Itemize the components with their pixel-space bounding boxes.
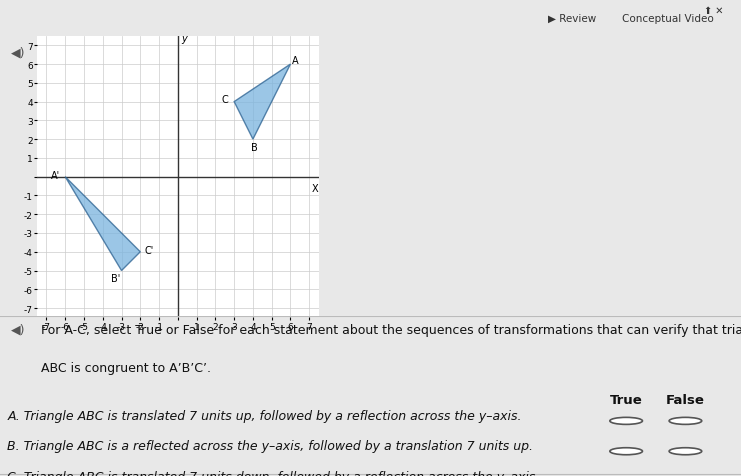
Polygon shape [65, 177, 140, 271]
Text: A': A' [51, 170, 60, 180]
Text: ◀): ◀) [11, 47, 26, 60]
Circle shape [669, 417, 702, 425]
Text: y: y [182, 34, 187, 44]
Text: X: X [311, 184, 318, 194]
Text: Consider this figure.: Consider this figure. [41, 47, 176, 60]
Circle shape [610, 448, 642, 455]
Text: A. Triangle ABC is translated 7 units up, followed by a reflection across the y–: A. Triangle ABC is translated 7 units up… [7, 409, 522, 422]
Text: ABC is congruent to A’B’C’.: ABC is congruent to A’B’C’. [41, 361, 210, 374]
Circle shape [610, 417, 642, 425]
Text: C': C' [144, 245, 153, 255]
Text: A: A [292, 56, 299, 66]
Text: For A-C, select True or False for each statement about the sequences of transfor: For A-C, select True or False for each s… [41, 323, 741, 336]
Text: ◀): ◀) [11, 323, 26, 336]
Text: B: B [251, 142, 258, 152]
Text: Conceptual Video: Conceptual Video [622, 14, 714, 24]
Text: ▶ Review: ▶ Review [548, 14, 597, 24]
Text: C. Triangle ABC is translated 7 units down, followed by a reflection across the : C. Triangle ABC is translated 7 units do… [7, 470, 539, 476]
Text: True: True [610, 393, 642, 406]
Text: B': B' [111, 274, 121, 283]
Circle shape [669, 448, 702, 455]
Text: ⬆ ✕: ⬆ ✕ [704, 6, 723, 16]
Polygon shape [234, 65, 290, 140]
Text: False: False [666, 393, 705, 406]
Text: B. Triangle ABC is a reflected across the y–axis, followed by a translation 7 un: B. Triangle ABC is a reflected across th… [7, 439, 534, 452]
Text: C: C [222, 95, 228, 105]
